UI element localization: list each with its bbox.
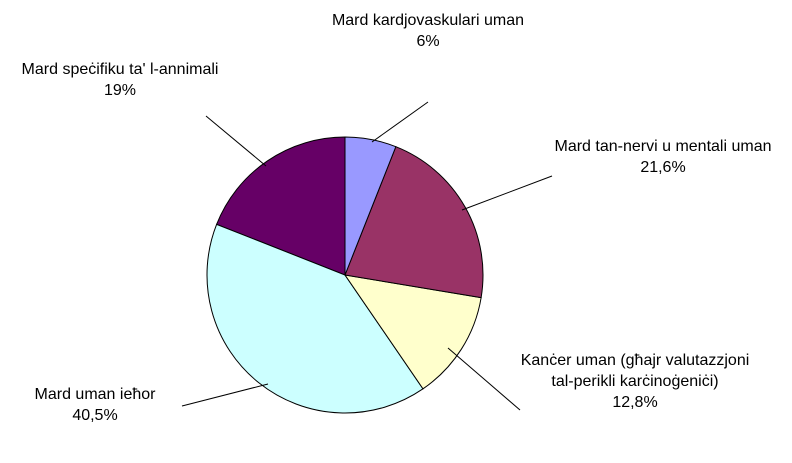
category-label: Mard uman ieħor <box>34 386 156 403</box>
slice-label: Kanċer uman (għajr valutazzjoni tal-peri… <box>510 350 760 413</box>
value-label: 19% <box>103 82 137 99</box>
value-label: 12,8% <box>612 394 658 411</box>
slice-label: Mard speċifiku ta' l-annimali 19% <box>10 59 230 101</box>
slice-label: Mard tan-nervi u mentali uman 21,6% <box>548 136 778 178</box>
leader-lines <box>181 101 553 411</box>
pie-slice <box>215 136 346 276</box>
pie-slice <box>344 146 484 299</box>
leader-line <box>181 383 269 407</box>
value-label: 40,5% <box>72 407 118 424</box>
leader-line <box>447 347 521 411</box>
slice-label: Mard uman ieħor 40,5% <box>0 384 190 426</box>
value-label: 21,6% <box>640 159 686 176</box>
category-label: Kanċer uman (għajr valutazzjoni tal-peri… <box>520 352 750 390</box>
pie-slice <box>344 136 397 276</box>
pie-slice <box>206 223 424 414</box>
category-label: Mard tan-nervi u mentali uman <box>554 138 772 155</box>
leader-line <box>371 101 429 143</box>
leader-line <box>461 175 553 211</box>
category-label: Mard speċifiku ta' l-annimali <box>21 61 219 78</box>
pie-slice <box>343 274 482 390</box>
category-label: Mard kardjovaskulari uman <box>331 12 525 29</box>
value-label: 6% <box>416 33 440 50</box>
slice-label: Mard kardjovaskulari uman 6% <box>318 10 538 52</box>
leader-line <box>205 115 267 167</box>
